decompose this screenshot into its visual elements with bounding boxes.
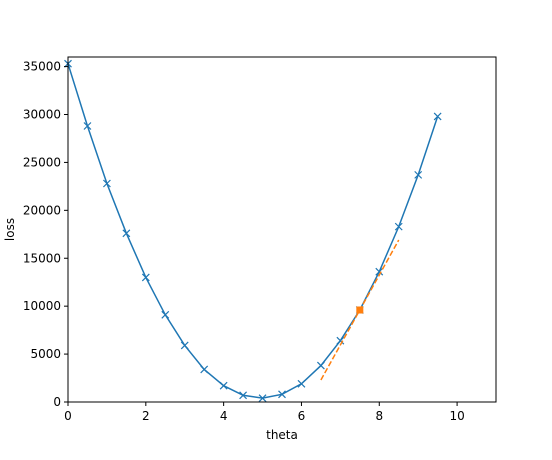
x-tick-label: 6 — [298, 409, 306, 423]
plot-marks — [64, 59, 442, 403]
y-tick-label: 0 — [53, 395, 61, 409]
loss-point — [336, 336, 345, 345]
x-tick-label: 2 — [142, 409, 150, 423]
axes: 0 2 4 6 8 10 0 5000 10000 15000 20000 25000 30000 350… — [23, 60, 465, 423]
loss-point — [219, 381, 228, 390]
current-point-marker — [356, 306, 364, 314]
y-tick-label: 35000 — [23, 60, 61, 74]
x-tick-label: 10 — [449, 409, 464, 423]
y-axis-label: loss — [3, 218, 17, 241]
x-tick-label: 0 — [64, 409, 72, 423]
loss-point — [375, 267, 384, 276]
loss-point — [414, 170, 423, 179]
y-tick-label: 15000 — [23, 251, 61, 265]
x-tick-label: 8 — [375, 409, 383, 423]
loss-point — [433, 112, 442, 121]
x-axis-label: theta — [266, 428, 298, 442]
x-tick-label: 4 — [220, 409, 228, 423]
y-tick-label: 20000 — [23, 203, 61, 217]
loss-curve — [67, 63, 439, 399]
loss-point — [258, 394, 267, 403]
y-tick-label: 5000 — [30, 347, 61, 361]
y-tick-label: 10000 — [23, 299, 61, 313]
y-tick-label: 30000 — [23, 108, 61, 122]
loss-point — [239, 391, 248, 400]
loss-point — [394, 222, 403, 231]
loss-point — [161, 310, 170, 319]
y-tick-label: 25000 — [23, 155, 61, 169]
loss-point — [83, 122, 92, 130]
loss-point — [297, 379, 306, 388]
plot-frame — [67, 56, 497, 403]
loss-point — [316, 361, 325, 370]
loss-point — [102, 179, 111, 188]
loss-point — [180, 341, 189, 350]
loss-point — [141, 273, 150, 282]
loss-point — [122, 229, 131, 238]
loss-point — [200, 365, 209, 374]
loss-point — [278, 390, 286, 399]
